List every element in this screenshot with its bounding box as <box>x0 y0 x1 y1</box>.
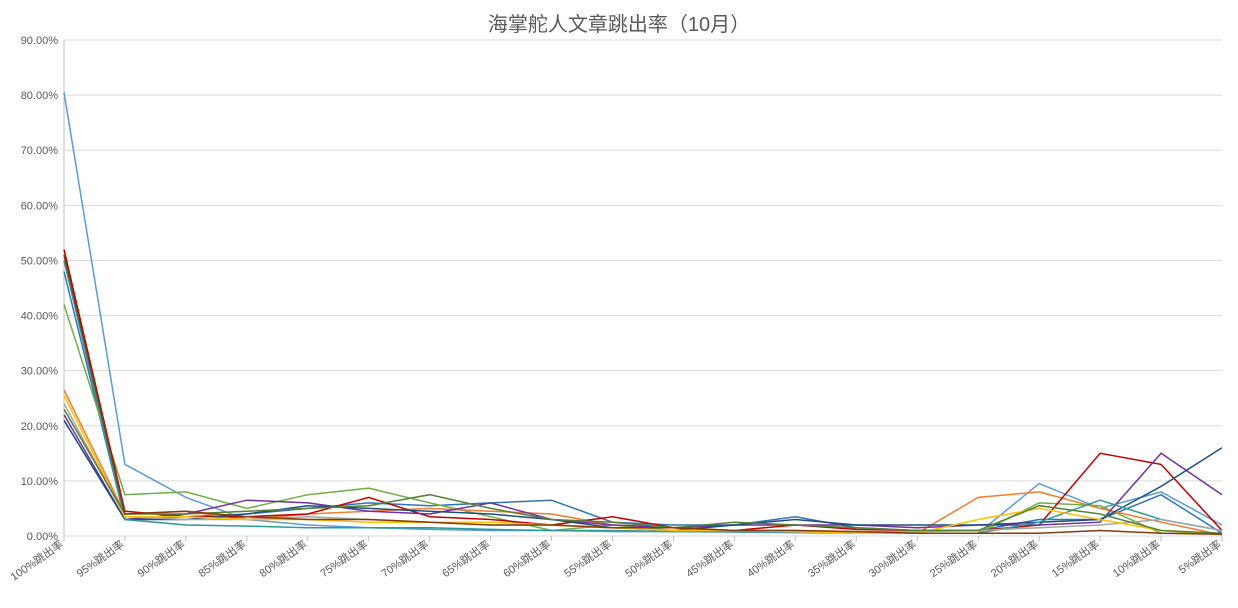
y-tick-label: 50.00% <box>21 255 59 267</box>
x-tick-label: 10%跳出率 <box>1110 537 1163 580</box>
line-chart: 0.00%10.00%20.00%30.00%40.00%50.00%60.00… <box>0 0 1238 608</box>
x-tick-label: 45%跳出率 <box>683 537 736 580</box>
x-tick-label: 60%跳出率 <box>500 537 553 580</box>
x-tick-label: 70%跳出率 <box>378 537 431 580</box>
x-tick-label: 95%跳出率 <box>74 537 127 580</box>
x-tick-label: 35%跳出率 <box>805 537 858 580</box>
x-tick-label: 75%跳出率 <box>317 537 370 580</box>
y-tick-label: 30.00% <box>21 366 59 378</box>
x-tick-label: 90%跳出率 <box>135 537 188 580</box>
y-tick-label: 20.00% <box>21 421 59 433</box>
x-tick-label: 80%跳出率 <box>256 537 309 580</box>
series-line-7 <box>64 260 1222 533</box>
series-line-11 <box>64 255 1222 534</box>
x-tick-label: 25%跳出率 <box>927 537 980 580</box>
y-tick-label: 10.00% <box>21 476 59 488</box>
series-line-2 <box>64 305 1222 534</box>
y-tick-label: 80.00% <box>21 90 59 102</box>
x-tick-label: 40%跳出率 <box>744 537 797 580</box>
series-line-8 <box>64 404 1222 532</box>
x-tick-label: 15%跳出率 <box>1049 537 1102 580</box>
series-line-0 <box>64 92 1222 533</box>
x-tick-label: 30%跳出率 <box>866 537 919 580</box>
x-tick-label: 55%跳出率 <box>561 537 614 580</box>
x-tick-label: 5%跳出率 <box>1176 537 1224 577</box>
x-tick-label: 65%跳出率 <box>439 537 492 580</box>
y-tick-label: 60.00% <box>21 200 59 212</box>
chart-title: 海掌舵人文章跳出率（10月） <box>0 8 1238 37</box>
x-tick-label: 85%跳出率 <box>195 537 248 580</box>
x-tick-label: 50%跳出率 <box>622 537 675 580</box>
chart-container: 海掌舵人文章跳出率（10月） 0.00%10.00%20.00%30.00%40… <box>0 0 1238 608</box>
x-tick-label: 20%跳出率 <box>988 537 1041 580</box>
x-tick-label: 100%跳出率 <box>8 537 66 584</box>
y-tick-label: 70.00% <box>21 145 59 157</box>
y-tick-label: 40.00% <box>21 311 59 323</box>
series-line-4 <box>64 249 1222 530</box>
